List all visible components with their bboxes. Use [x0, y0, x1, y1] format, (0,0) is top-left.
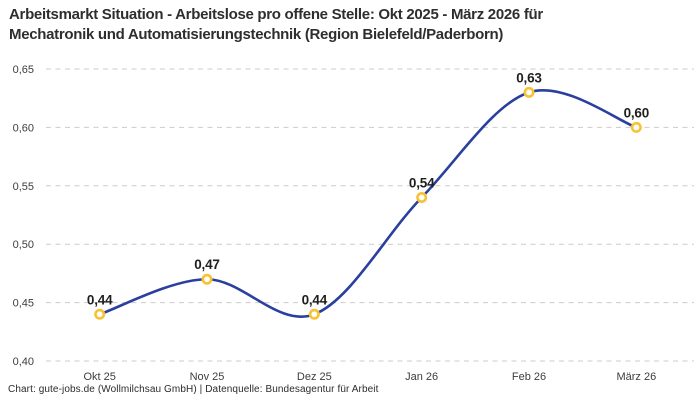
y-tick-label: 0,50 [13, 239, 34, 251]
data-point-marker [308, 308, 320, 320]
data-line [98, 89, 638, 318]
y-tick-label: 0,55 [13, 181, 34, 193]
x-tick-label: Feb 26 [512, 371, 546, 383]
y-tick-label: 0,60 [13, 122, 34, 134]
chart-credit: Chart: gute-jobs.de (Wollmilchsau GmbH) … [8, 384, 379, 395]
x-tick-label: Jan 26 [405, 371, 438, 383]
data-point-marker [630, 121, 642, 133]
x-tick-label: März 26 [616, 371, 656, 383]
data-point-label: 0,63 [516, 70, 542, 85]
x-tick-label: Okt 25 [83, 371, 115, 383]
chart-title: Arbeitsmarkt Situation - Arbeitslose pro… [9, 5, 692, 45]
data-point-marker [201, 273, 213, 285]
data-point-label: 0,60 [624, 105, 649, 120]
data-point-marker [523, 86, 535, 98]
chart-title-line1: Arbeitsmarkt Situation - Arbeitslose pro… [9, 6, 543, 23]
y-tick-label: 0,45 [13, 298, 34, 310]
x-tick-label: Dez 25 [297, 371, 332, 383]
data-point-marker [94, 308, 106, 320]
data-point-label: 0,47 [194, 257, 219, 272]
chart-title-line2: Mechatronik und Automatisierungstechnik … [9, 26, 504, 43]
data-point-label: 0,44 [87, 292, 113, 307]
x-tick-label: Nov 25 [190, 371, 225, 383]
data-point-label: 0,54 [409, 175, 435, 190]
y-tick-label: 0,40 [13, 356, 34, 368]
data-point-marker [416, 191, 428, 203]
y-tick-label: 0,65 [13, 64, 34, 76]
data-point-label: 0,44 [302, 292, 328, 307]
